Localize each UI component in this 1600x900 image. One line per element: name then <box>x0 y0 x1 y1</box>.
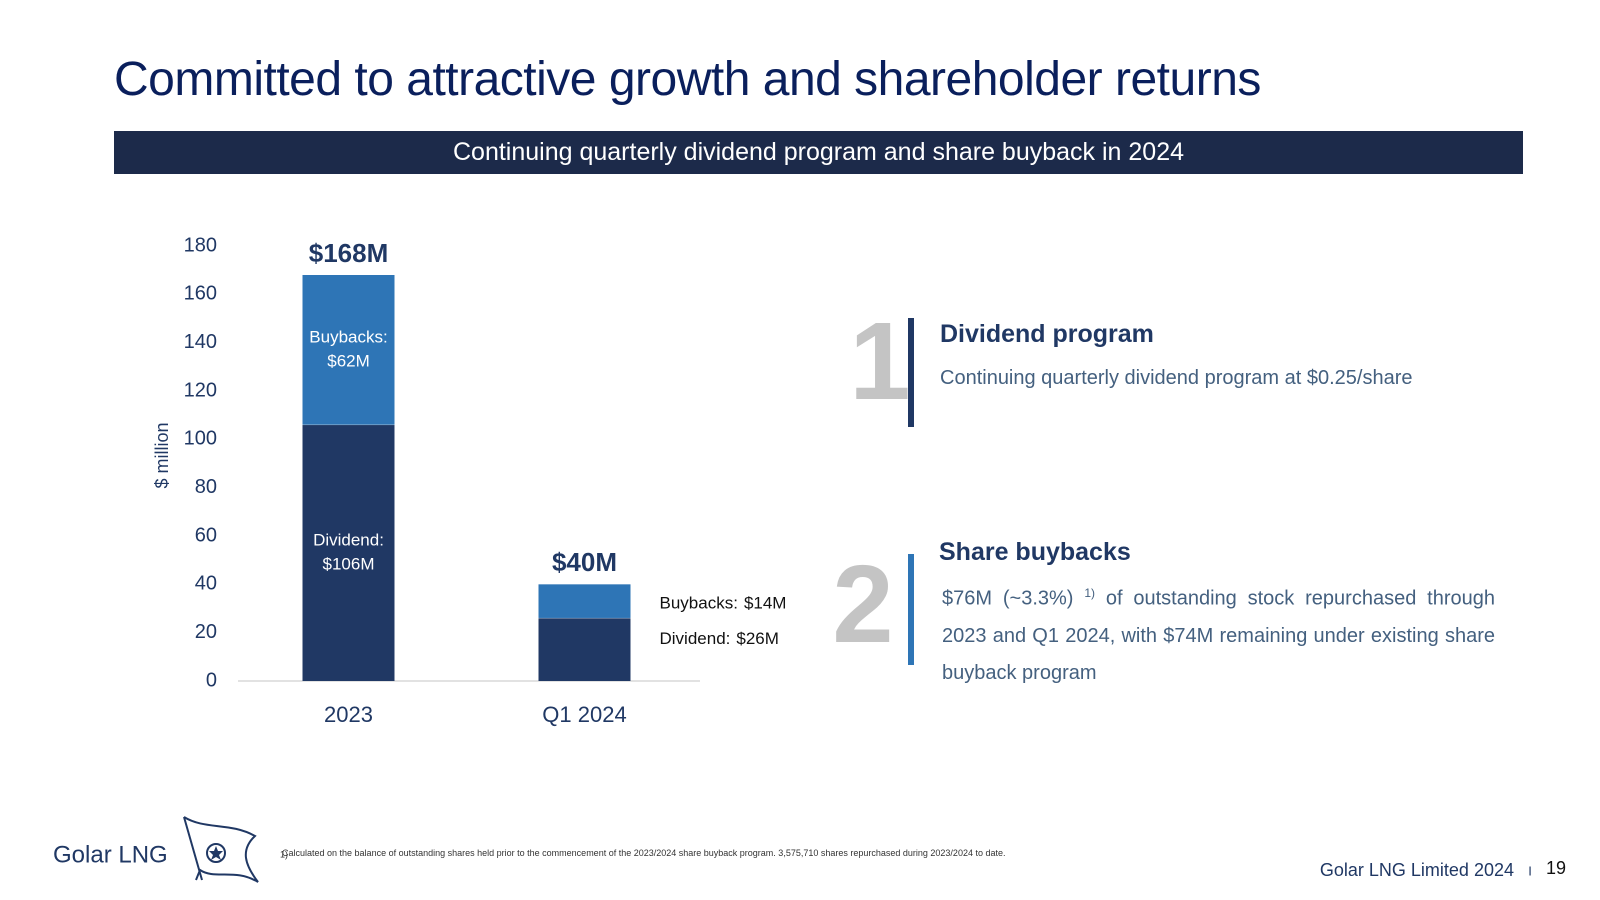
segment-label-name: Dividend: <box>660 629 731 648</box>
segment-label-name: Dividend: <box>313 530 384 549</box>
logo-text: Golar LNG <box>53 841 168 868</box>
bar-segment <box>538 584 631 619</box>
point-text: Continuing quarterly dividend program at… <box>940 367 1413 389</box>
bar-segment <box>302 424 395 681</box>
y-tick-label: 100 <box>184 428 217 450</box>
y-tick-label: 160 <box>184 283 217 305</box>
slide-title: Committed to attractive growth and share… <box>114 53 1261 106</box>
x-tick-label: 2023 <box>324 702 373 727</box>
segment-label-name: Buybacks: <box>660 594 738 613</box>
y-tick-label: 120 <box>184 379 217 401</box>
footnote-marker: 1) <box>280 849 288 859</box>
footnote-ref: 1) <box>1084 586 1095 600</box>
y-tick-label: 20 <box>195 621 217 643</box>
y-axis-label: $ million <box>152 422 172 488</box>
segment-label-value: $62M <box>327 351 370 370</box>
point-number: 1 <box>849 300 910 423</box>
y-tick-label: 40 <box>195 573 217 595</box>
segment-label-value: $26M <box>736 629 779 648</box>
footer-company: Golar LNG Limited 2024 <box>1320 860 1514 880</box>
bar-segment <box>538 618 631 681</box>
point-title: Dividend program <box>940 320 1154 348</box>
footnote: Calculated on the balance of outstanding… <box>282 848 1006 858</box>
x-tick-label: Q1 2024 <box>542 702 626 727</box>
logo-flag <box>183 816 259 883</box>
y-tick-label: 180 <box>184 234 217 256</box>
point-number: 2 <box>832 543 893 666</box>
segment-label-value: $106M <box>323 554 375 573</box>
subtitle-banner: Continuing quarterly dividend program an… <box>114 131 1523 174</box>
y-tick-label: 60 <box>195 524 217 546</box>
bar-segment <box>302 275 395 425</box>
point-text-part: $76M (~3.3%) <box>942 587 1074 610</box>
y-tick-label: 140 <box>184 331 217 353</box>
segment-label-value: $14M <box>744 594 787 613</box>
page-number: 19 <box>1546 858 1566 878</box>
y-tick-label: 80 <box>195 476 217 498</box>
total-label: $40M <box>552 547 617 577</box>
footer-separator: I <box>1528 863 1532 878</box>
y-tick-label: 0 <box>206 669 217 691</box>
point-text: $76M (~3.3%) 1) of outstanding stock rep… <box>942 575 1495 692</box>
segment-label-name: Buybacks: <box>309 327 387 346</box>
point-title: Share buybacks <box>939 538 1131 566</box>
point-text-part: of outstanding stock repurchased through… <box>942 587 1495 684</box>
total-label: $168M <box>309 238 389 268</box>
